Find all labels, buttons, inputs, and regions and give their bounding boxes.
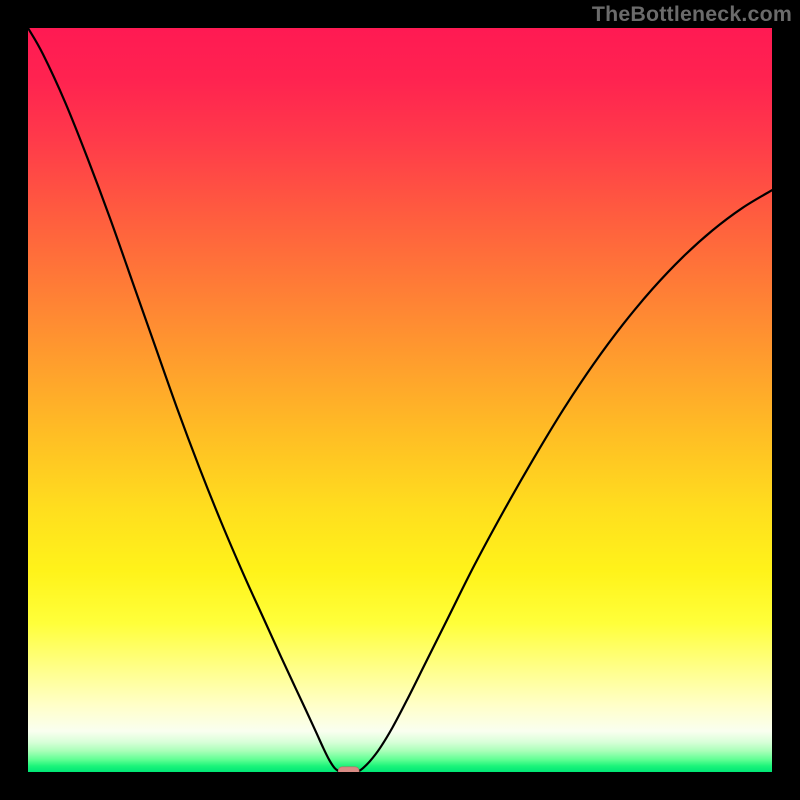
chart-container: TheBottleneck.com xyxy=(0,0,800,800)
optimal-point-marker xyxy=(338,767,359,772)
bottleneck-chart xyxy=(28,28,772,772)
chart-background-gradient xyxy=(28,28,772,772)
watermark-text: TheBottleneck.com xyxy=(592,2,792,27)
